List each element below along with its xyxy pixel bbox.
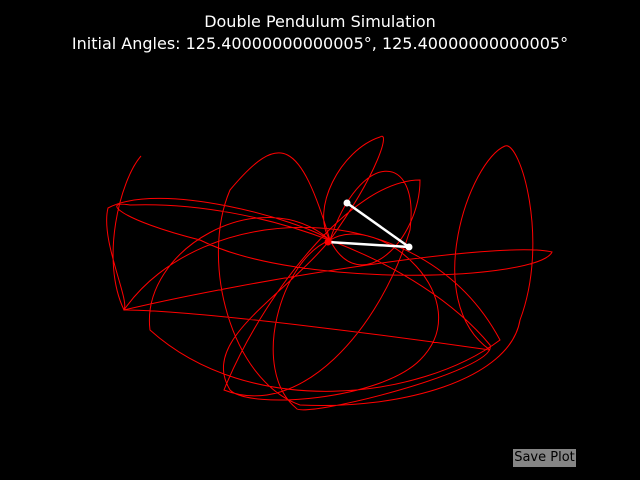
trajectory-trace <box>106 135 553 411</box>
plot-title: Double Pendulum Simulation <box>204 12 436 31</box>
bob-2 <box>343 199 351 207</box>
plot-subtitle: Initial Angles: 125.40000000000005°, 125… <box>71 34 569 53</box>
pivot-marker <box>324 238 332 246</box>
save-plot-button[interactable]: Save Plot <box>513 449 576 467</box>
upper-rod <box>327 240 410 249</box>
bob-1 <box>405 243 413 251</box>
lower-rod <box>346 201 410 249</box>
